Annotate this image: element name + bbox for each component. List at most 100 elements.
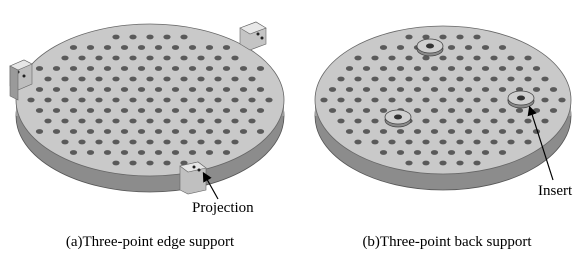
- hole: [223, 108, 230, 113]
- hole: [78, 119, 85, 124]
- hole: [240, 87, 247, 92]
- hole: [112, 98, 119, 103]
- hole: [231, 77, 238, 82]
- hole: [129, 161, 136, 166]
- hole: [223, 45, 230, 50]
- hole: [129, 77, 136, 82]
- hole: [482, 150, 489, 155]
- hole: [155, 45, 162, 50]
- insert: [417, 39, 443, 56]
- hole: [129, 56, 136, 61]
- hole: [104, 129, 111, 134]
- hole: [397, 66, 404, 71]
- insert: [508, 91, 534, 108]
- hole: [61, 98, 68, 103]
- hole: [95, 140, 102, 145]
- hole: [397, 150, 404, 155]
- hole: [490, 98, 497, 103]
- hole: [533, 66, 540, 71]
- hole: [180, 98, 187, 103]
- hole: [490, 119, 497, 124]
- hole: [53, 66, 60, 71]
- hole: [499, 108, 506, 113]
- hole: [112, 56, 119, 61]
- hole: [482, 87, 489, 92]
- hole: [541, 119, 548, 124]
- hole: [448, 129, 455, 134]
- hole: [189, 66, 196, 71]
- callout-label: Insert: [538, 183, 573, 199]
- projection-block: [240, 22, 266, 50]
- hole: [473, 140, 480, 145]
- hole: [507, 77, 514, 82]
- hole: [223, 129, 230, 134]
- hole: [138, 87, 145, 92]
- hole: [380, 108, 387, 113]
- hole: [380, 150, 387, 155]
- hole: [172, 87, 179, 92]
- hole: [223, 66, 230, 71]
- hole: [146, 56, 153, 61]
- hole: [473, 119, 480, 124]
- hole: [206, 45, 213, 50]
- hole: [95, 98, 102, 103]
- hole: [456, 77, 463, 82]
- hole: [223, 87, 230, 92]
- hole: [388, 56, 395, 61]
- hole: [155, 87, 162, 92]
- hole: [104, 87, 111, 92]
- hole: [197, 119, 204, 124]
- hole: [231, 119, 238, 124]
- plates: [16, 24, 571, 192]
- hole: [87, 45, 94, 50]
- hole: [388, 98, 395, 103]
- hole: [473, 77, 480, 82]
- hole: [414, 66, 421, 71]
- hole: [87, 87, 94, 92]
- hole: [189, 150, 196, 155]
- hole: [448, 150, 455, 155]
- hole: [104, 45, 111, 50]
- hole: [533, 87, 540, 92]
- hole: [354, 98, 361, 103]
- hole: [121, 150, 128, 155]
- hole: [371, 119, 378, 124]
- hole: [257, 129, 264, 134]
- hole: [138, 45, 145, 50]
- hole: [448, 87, 455, 92]
- hole: [473, 98, 480, 103]
- hole: [112, 77, 119, 82]
- hole: [431, 108, 438, 113]
- hole: [329, 87, 336, 92]
- hole: [44, 98, 51, 103]
- hole: [456, 35, 463, 40]
- projection-block: [180, 162, 206, 194]
- hole: [405, 161, 412, 166]
- hole: [507, 119, 514, 124]
- hole: [206, 150, 213, 155]
- hole: [533, 108, 540, 113]
- hole: [121, 108, 128, 113]
- hole: [95, 56, 102, 61]
- hole: [465, 108, 472, 113]
- hole: [431, 66, 438, 71]
- hole: [172, 45, 179, 50]
- hole: [231, 98, 238, 103]
- hole: [346, 129, 353, 134]
- hole: [397, 129, 404, 134]
- hole: [414, 87, 421, 92]
- hole: [448, 45, 455, 50]
- hole: [346, 108, 353, 113]
- hole: [163, 119, 170, 124]
- hole: [129, 35, 136, 40]
- hole: [456, 140, 463, 145]
- caption: (a)Three-point edge support: [66, 234, 235, 250]
- hole: [95, 77, 102, 82]
- hole: [155, 108, 162, 113]
- hole: [550, 108, 557, 113]
- hole: [405, 98, 412, 103]
- hole: [206, 87, 213, 92]
- hole: [320, 98, 327, 103]
- hole: [439, 35, 446, 40]
- hole: [129, 140, 136, 145]
